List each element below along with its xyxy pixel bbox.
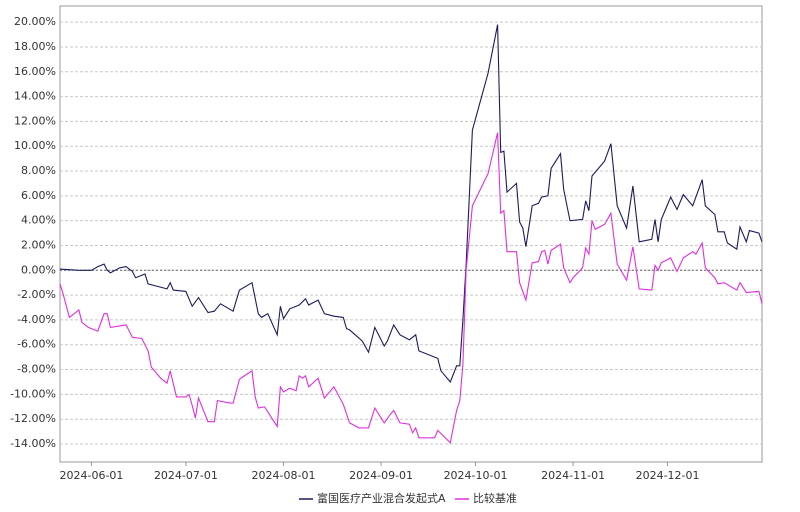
x-tick-label: 2024-10-01 — [444, 469, 508, 482]
y-tick-label: 6.00% — [21, 189, 56, 202]
legend-label: 富国医疗产业混合发起式A — [317, 491, 446, 505]
y-tick-label: -14.00% — [10, 437, 56, 450]
x-tick-label: 2024-09-01 — [349, 469, 413, 482]
y-tick-label: 4.00% — [21, 214, 56, 227]
y-tick-label: 10.00% — [14, 139, 56, 152]
x-tick-label: 2024-12-01 — [636, 469, 700, 482]
y-tick-label: -10.00% — [10, 387, 56, 400]
y-tick-label: 18.00% — [14, 40, 56, 53]
y-tick-label: 14.00% — [14, 90, 56, 103]
series-line — [59, 24, 763, 384]
y-tick-label: -4.00% — [17, 313, 56, 326]
y-tick-label: 16.00% — [14, 65, 56, 78]
y-tick-label: -6.00% — [17, 338, 56, 351]
x-tick-label: 2024-07-01 — [154, 469, 218, 482]
legend-label: 比较基准 — [473, 491, 517, 505]
y-tick-label: 2.00% — [21, 238, 56, 251]
y-tick-label: -8.00% — [17, 363, 56, 376]
y-tick-label: 8.00% — [21, 164, 56, 177]
plot-area — [59, 5, 763, 463]
y-tick-label: -2.00% — [17, 288, 56, 301]
x-tick-label: 2024-06-01 — [60, 469, 124, 482]
y-tick-label: 20.00% — [14, 15, 56, 28]
series-line — [59, 132, 763, 444]
y-tick-label: -12.00% — [10, 412, 56, 425]
x-tick-label: 2024-08-01 — [252, 469, 316, 482]
x-tick-label: 2024-11-01 — [541, 469, 605, 482]
y-tick-label: 0.00% — [21, 263, 56, 276]
y-tick-label: 12.00% — [14, 114, 56, 127]
